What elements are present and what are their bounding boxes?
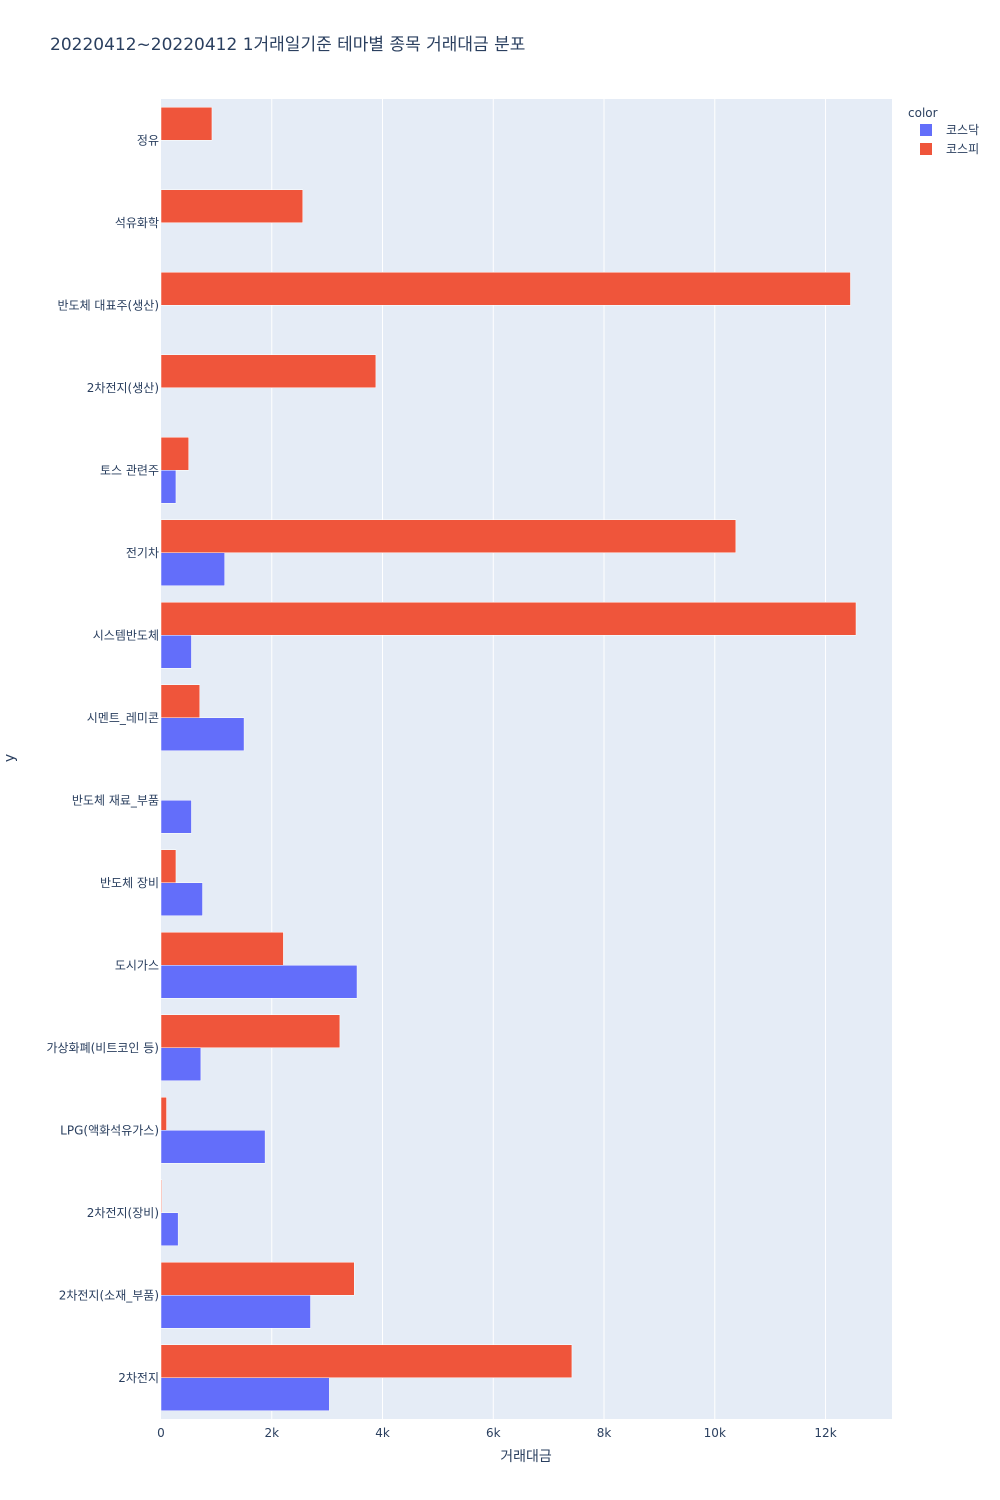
bar-코스닥: [160, 635, 192, 669]
x-tick-label: 4k: [375, 1426, 390, 1440]
bar-코스피: [160, 272, 851, 306]
legend-item-label[interactable]: 코스닥: [946, 123, 979, 137]
bar-코스닥: [160, 552, 225, 586]
bars: [160, 107, 857, 1411]
x-tick-label: 12k: [814, 1426, 836, 1440]
y-tick-label: 2차전지: [118, 1371, 159, 1385]
legend-item-label[interactable]: 코스피: [946, 142, 979, 156]
x-axis-title: 거래대금: [500, 1449, 552, 1465]
x-tick-label: 0: [157, 1426, 165, 1440]
y-tick-label: 정유: [137, 133, 159, 147]
plot-area: [161, 99, 892, 1419]
bar-코스닥: [160, 965, 358, 999]
bar-코스피: [160, 1179, 163, 1213]
y-tick-label: 토스 관련주: [100, 463, 159, 477]
legend-swatch: [920, 143, 932, 155]
y-tick-label: 도시가스: [115, 958, 159, 972]
bar-코스닥: [160, 470, 177, 504]
bar-코스피: [160, 1344, 573, 1378]
bar-코스닥: [160, 800, 192, 834]
gridlines: [271, 99, 827, 1419]
bar-코스닥: [160, 717, 245, 751]
x-tick-label: 10k: [704, 1426, 726, 1440]
bar-코스닥: [160, 1130, 266, 1164]
bar-코스닥: [160, 882, 203, 916]
chart-title: 20220412~20220412 1거래일기준 테마별 종목 거래대금 분포: [50, 35, 525, 55]
y-tick-label: 2차전지(생산): [87, 381, 159, 395]
bar-코스피: [160, 107, 213, 141]
x-tick-label: 6k: [486, 1426, 501, 1440]
bar-코스피: [160, 602, 857, 636]
y-tick-label: 2차전지(장비): [87, 1206, 159, 1220]
y-tick-label: 시멘트_레미콘: [87, 711, 159, 725]
y-tick-label: 가상화폐(비트코인 등): [46, 1041, 159, 1055]
y-tick-label: 반도체 장비: [100, 876, 159, 890]
bar-코스피: [160, 684, 201, 718]
legend-swatch: [920, 124, 932, 136]
bar-코스피: [160, 437, 189, 471]
y-tick-label: 반도체 대표주(생산): [58, 298, 160, 312]
y-tick-label: 2차전지(소재_부품): [59, 1288, 159, 1302]
bar-코스피: [160, 1097, 167, 1131]
bar-코스피: [160, 519, 737, 553]
bar-코스피: [160, 354, 377, 388]
x-tick-label: 2k: [264, 1426, 279, 1440]
y-tick-label: 석유화학: [115, 216, 159, 230]
y-axis-title: y: [2, 754, 18, 762]
y-tick-label: 시스템반도체: [93, 628, 159, 642]
x-tick-label: 8k: [597, 1426, 612, 1440]
bar-코스닥: [160, 1212, 179, 1246]
bar-코스닥: [160, 1047, 202, 1081]
x-tick-labels: 0 2k 4k 6k 8k 10k 12k: [157, 1426, 837, 1440]
bar-코스피: [160, 932, 284, 966]
legend-title: color: [908, 106, 938, 120]
y-tick-labels: 2차전지 2차전지(소재_부품) 2차전지(장비) LPG(액화석유가스) 가상화폐(비…: [46, 133, 159, 1385]
y-tick-label: 전기차: [126, 546, 159, 560]
y-tick-label: LPG(액화석유가스): [60, 1123, 159, 1137]
bar-코스피: [160, 1014, 341, 1048]
bar-코스피: [160, 849, 177, 883]
bar-코스피: [160, 189, 304, 223]
y-tick-label: 반도체 재료_부품: [72, 793, 159, 807]
bar-코스닥: [160, 1295, 311, 1329]
bar-코스닥: [160, 1377, 330, 1411]
bar-코스피: [160, 1262, 355, 1296]
